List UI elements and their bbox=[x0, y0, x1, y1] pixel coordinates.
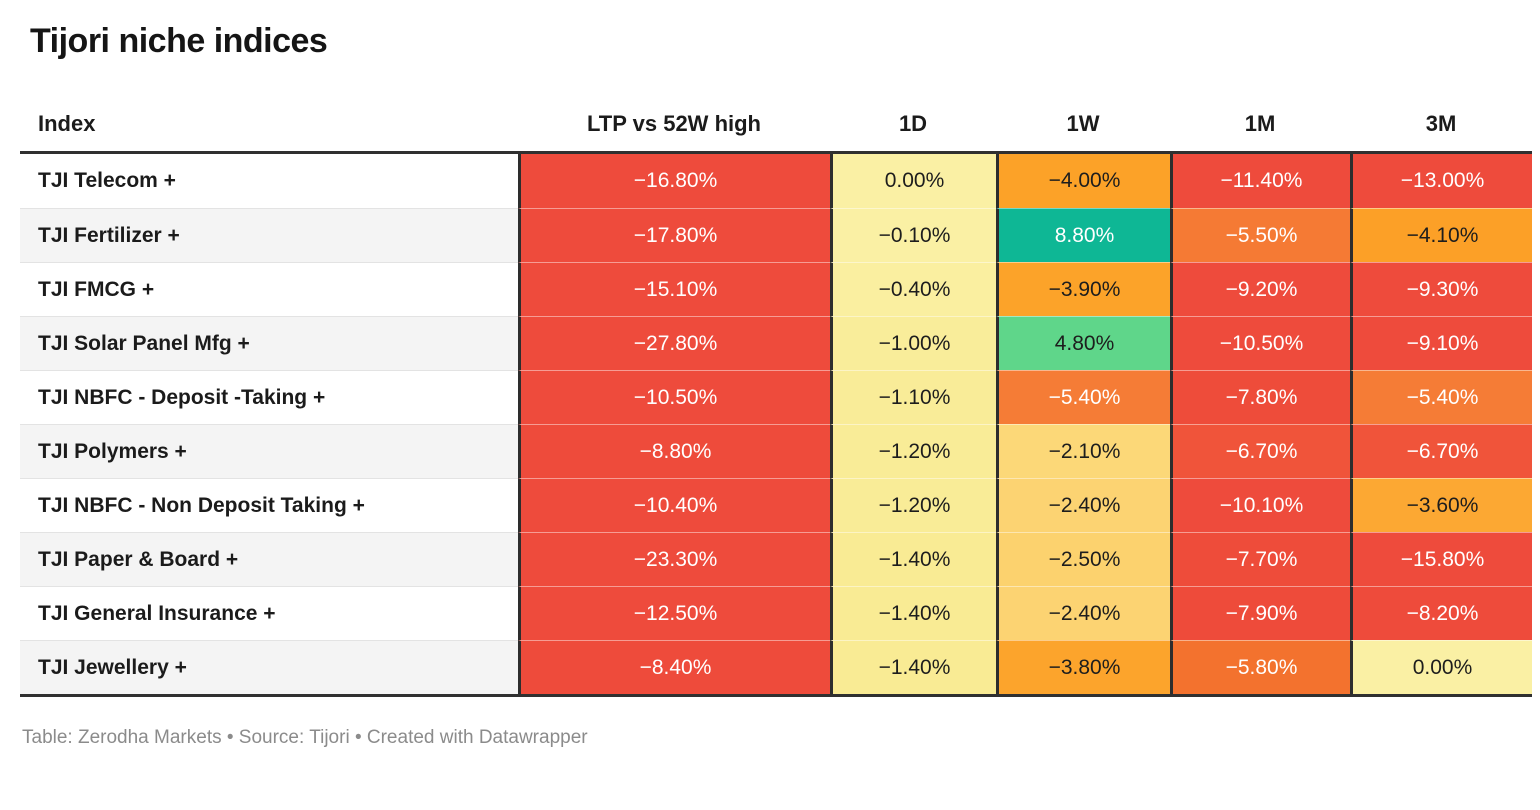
1w-cell: −3.80% bbox=[996, 640, 1170, 694]
1w-cell: −3.90% bbox=[996, 262, 1170, 316]
index-name-cell[interactable]: TJI Paper & Board + bbox=[20, 532, 518, 586]
1d-cell: −0.10% bbox=[830, 208, 996, 262]
table-row: TJI Telecom + −16.80% 0.00% −4.00% −11.4… bbox=[20, 154, 1532, 208]
1w-cell: −2.40% bbox=[996, 586, 1170, 640]
column-header-1d: 1D bbox=[898, 111, 928, 136]
ltp-cell: −12.50% bbox=[518, 586, 830, 640]
index-name-cell[interactable]: TJI General Insurance + bbox=[20, 586, 518, 640]
table-row: TJI Solar Panel Mfg + −27.80% −1.00% 4.8… bbox=[20, 316, 1532, 370]
1d-cell: −1.40% bbox=[830, 532, 996, 586]
table-row: TJI Fertilizer + −17.80% −0.10% 8.80% −5… bbox=[20, 208, 1532, 262]
ltp-cell: −23.30% bbox=[518, 532, 830, 586]
column-header-1m: 1M bbox=[1244, 111, 1276, 136]
3m-cell: −3.60% bbox=[1350, 478, 1532, 532]
1d-cell: −1.00% bbox=[830, 316, 996, 370]
3m-cell: −13.00% bbox=[1350, 154, 1532, 208]
table-row: TJI Paper & Board + −23.30% −1.40% −2.50… bbox=[20, 532, 1532, 586]
1m-cell: −7.80% bbox=[1170, 370, 1350, 424]
1m-cell: −7.70% bbox=[1170, 532, 1350, 586]
index-name-cell[interactable]: TJI FMCG + bbox=[20, 262, 518, 316]
table-chart: Tijori niche indices Index LTP vs 52W hi… bbox=[20, 0, 1532, 749]
1d-cell: 0.00% bbox=[830, 154, 996, 208]
column-header-index: Index bbox=[38, 111, 96, 136]
ltp-cell: −10.40% bbox=[518, 478, 830, 532]
1d-cell: −1.20% bbox=[830, 424, 996, 478]
1m-cell: −5.50% bbox=[1170, 208, 1350, 262]
1m-cell: −10.10% bbox=[1170, 478, 1350, 532]
table-row: TJI Polymers + −8.80% −1.20% −2.10% −6.7… bbox=[20, 424, 1532, 478]
table-row: TJI NBFC - Deposit -Taking + −10.50% −1.… bbox=[20, 370, 1532, 424]
1w-cell: −4.00% bbox=[996, 154, 1170, 208]
index-name-cell[interactable]: TJI Fertilizer + bbox=[20, 208, 518, 262]
3m-cell: −9.10% bbox=[1350, 316, 1532, 370]
3m-cell: 0.00% bbox=[1350, 640, 1532, 694]
index-name-cell[interactable]: TJI NBFC - Non Deposit Taking + bbox=[20, 478, 518, 532]
ltp-cell: −17.80% bbox=[518, 208, 830, 262]
table-header-row: Index LTP vs 52W high 1D 1W 1M 3M bbox=[20, 111, 1532, 151]
1m-cell: −11.40% bbox=[1170, 154, 1350, 208]
3m-cell: −15.80% bbox=[1350, 532, 1532, 586]
1w-cell: −2.10% bbox=[996, 424, 1170, 478]
ltp-cell: −15.10% bbox=[518, 262, 830, 316]
index-name-cell[interactable]: TJI Polymers + bbox=[20, 424, 518, 478]
1w-cell: −5.40% bbox=[996, 370, 1170, 424]
3m-cell: −6.70% bbox=[1350, 424, 1532, 478]
1m-cell: −10.50% bbox=[1170, 316, 1350, 370]
1d-cell: −1.20% bbox=[830, 478, 996, 532]
1d-cell: −1.10% bbox=[830, 370, 996, 424]
table-row: TJI FMCG + −15.10% −0.40% −3.90% −9.20% … bbox=[20, 262, 1532, 316]
index-name-cell[interactable]: TJI NBFC - Deposit -Taking + bbox=[20, 370, 518, 424]
ltp-cell: −10.50% bbox=[518, 370, 830, 424]
page-title: Tijori niche indices bbox=[30, 22, 328, 60]
index-name-cell[interactable]: TJI Telecom + bbox=[20, 154, 518, 208]
1w-cell: −2.40% bbox=[996, 478, 1170, 532]
3m-cell: −9.30% bbox=[1350, 262, 1532, 316]
column-header-3m: 3M bbox=[1425, 111, 1457, 136]
1m-cell: −6.70% bbox=[1170, 424, 1350, 478]
column-header-1w: 1W bbox=[1066, 111, 1100, 136]
index-name-cell[interactable]: TJI Jewellery + bbox=[20, 640, 518, 694]
table-row: TJI NBFC - Non Deposit Taking + −10.40% … bbox=[20, 478, 1532, 532]
1d-cell: −1.40% bbox=[830, 586, 996, 640]
ltp-cell: −27.80% bbox=[518, 316, 830, 370]
3m-cell: −4.10% bbox=[1350, 208, 1532, 262]
1d-cell: −1.40% bbox=[830, 640, 996, 694]
1m-cell: −7.90% bbox=[1170, 586, 1350, 640]
attribution-footer: Table: Zerodha Markets • Source: Tijori … bbox=[22, 727, 588, 748]
3m-cell: −5.40% bbox=[1350, 370, 1532, 424]
index-name-cell[interactable]: TJI Solar Panel Mfg + bbox=[20, 316, 518, 370]
1d-cell: −0.40% bbox=[830, 262, 996, 316]
1m-cell: −9.20% bbox=[1170, 262, 1350, 316]
3m-cell: −8.20% bbox=[1350, 586, 1532, 640]
ltp-cell: −16.80% bbox=[518, 154, 830, 208]
table-body: TJI Telecom + −16.80% 0.00% −4.00% −11.4… bbox=[20, 151, 1532, 697]
1m-cell: −5.80% bbox=[1170, 640, 1350, 694]
table-row: TJI Jewellery + −8.40% −1.40% −3.80% −5.… bbox=[20, 640, 1532, 694]
table-row: TJI General Insurance + −12.50% −1.40% −… bbox=[20, 586, 1532, 640]
ltp-cell: −8.80% bbox=[518, 424, 830, 478]
1w-cell: 8.80% bbox=[996, 208, 1170, 262]
1w-cell: −2.50% bbox=[996, 532, 1170, 586]
column-header-ltp-vs-52w-high: LTP vs 52W high bbox=[587, 111, 761, 136]
ltp-cell: −8.40% bbox=[518, 640, 830, 694]
1w-cell: 4.80% bbox=[996, 316, 1170, 370]
